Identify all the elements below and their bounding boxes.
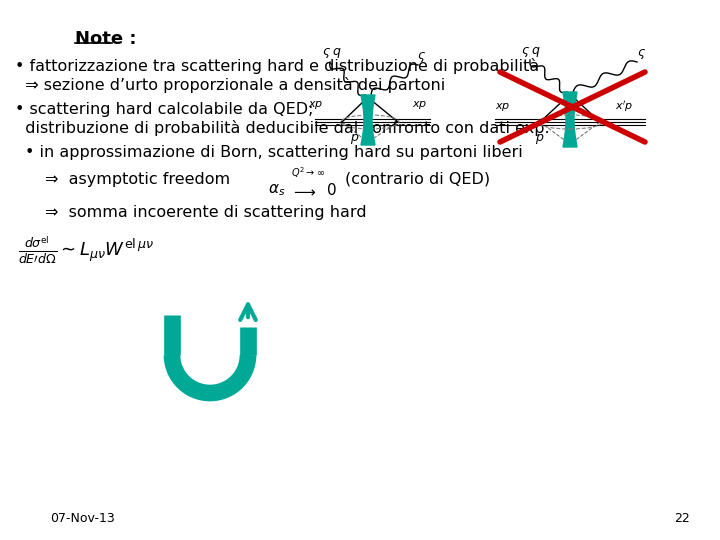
Text: $\alpha_s$: $\alpha_s$ xyxy=(268,182,285,198)
Text: $q$: $q$ xyxy=(531,45,541,59)
Text: $q$: $q$ xyxy=(332,46,341,60)
Text: $p$: $p$ xyxy=(350,132,359,146)
Text: • fattorizzazione tra scattering hard e distribuzione di probabilità: • fattorizzazione tra scattering hard e … xyxy=(15,58,539,74)
Text: $x'p$: $x'p$ xyxy=(615,99,634,114)
Polygon shape xyxy=(563,92,577,147)
Text: $xp$: $xp$ xyxy=(308,99,323,111)
Text: $\frac{d\sigma^{\rm el}}{dE\prime d\Omega} \sim L_{\mu\nu}W^{{\rm el}\,\mu\nu}$: $\frac{d\sigma^{\rm el}}{dE\prime d\Omeg… xyxy=(18,235,154,266)
Text: 07-Nov-13: 07-Nov-13 xyxy=(50,512,114,525)
Text: $\varsigma$: $\varsigma$ xyxy=(637,47,646,61)
Text: ⇒ sezione d’urto proporzionale a densità dei partoni: ⇒ sezione d’urto proporzionale a densità… xyxy=(15,77,445,93)
Text: $p$: $p$ xyxy=(535,132,544,146)
Text: ⇒  somma incoerente di scattering hard: ⇒ somma incoerente di scattering hard xyxy=(45,205,366,220)
Text: Note :: Note : xyxy=(75,30,137,48)
Polygon shape xyxy=(361,95,375,145)
Text: distribuzione di probabilità deducibile dal confronto con dati exp.: distribuzione di probabilità deducibile … xyxy=(15,120,549,136)
Text: • in approssimazione di Born, scattering hard su partoni liberi: • in approssimazione di Born, scattering… xyxy=(25,145,523,160)
Text: $xp$: $xp$ xyxy=(495,101,510,113)
Text: $Q^2{\to}\infty$: $Q^2{\to}\infty$ xyxy=(291,165,325,180)
Text: ⇒  asymptotic freedom: ⇒ asymptotic freedom xyxy=(45,172,230,187)
Text: 22: 22 xyxy=(674,512,690,525)
Text: $\varsigma$: $\varsigma$ xyxy=(417,50,426,64)
Text: $\varsigma$: $\varsigma$ xyxy=(521,45,530,59)
Text: $\longrightarrow$: $\longrightarrow$ xyxy=(291,184,317,199)
Text: $\varsigma$: $\varsigma$ xyxy=(322,46,331,60)
Text: $0$: $0$ xyxy=(326,182,337,198)
Text: (contrario di QED): (contrario di QED) xyxy=(345,172,490,187)
Text: $xp$: $xp$ xyxy=(412,99,428,111)
Text: • scattering hard calcolabile da QED;: • scattering hard calcolabile da QED; xyxy=(15,102,313,117)
